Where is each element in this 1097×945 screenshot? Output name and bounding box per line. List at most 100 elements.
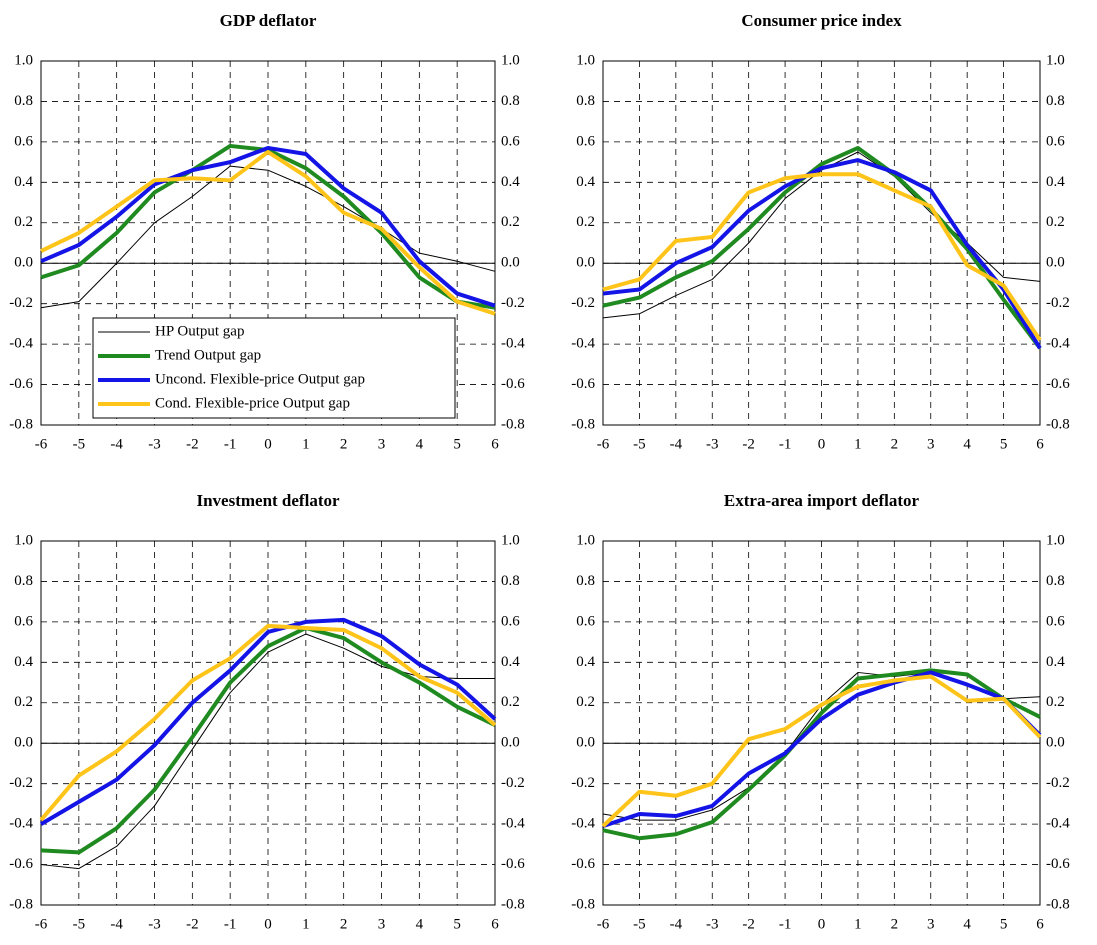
y2-tick-label: -0.2 xyxy=(1046,295,1070,311)
chart-title: Extra-area import deflator xyxy=(724,491,920,510)
x-tick-label: 4 xyxy=(416,436,424,452)
plot-frame xyxy=(40,60,496,426)
y2-tick-label: 0.4 xyxy=(501,654,520,670)
plot-frame xyxy=(602,540,1041,906)
x-tick-label: 5 xyxy=(1000,916,1008,932)
x-tick-label: -2 xyxy=(186,916,199,932)
y2-tick-label: 0.2 xyxy=(1046,694,1065,710)
y2-tick-label: 0.0 xyxy=(501,255,520,271)
y-tick-label: 0.8 xyxy=(14,93,33,109)
y-tick-label: 1.0 xyxy=(14,52,33,68)
y-tick-label: 0.8 xyxy=(14,573,33,589)
y-tick-label: -0.6 xyxy=(9,856,33,872)
x-tick-label: -5 xyxy=(73,916,86,932)
x-tick-label: 1 xyxy=(302,436,310,452)
y2-tick-label: -0.4 xyxy=(1046,336,1070,352)
y-tick-label: 0.6 xyxy=(14,613,33,629)
y-tick-label: -0.8 xyxy=(9,416,33,432)
x-tick-label: -4 xyxy=(670,916,683,932)
y-tick-label: 1.0 xyxy=(14,532,33,548)
y2-tick-label: -0.4 xyxy=(501,336,525,352)
y-tick-label: 0.6 xyxy=(14,133,33,149)
y-tick-label: 0.4 xyxy=(14,174,33,190)
x-tick-label: -1 xyxy=(224,436,237,452)
y2-tick-label: 0.6 xyxy=(1046,133,1065,149)
chart-panel: GDP deflator -0.8 -0.8 -0.6 -0.6 -0.4 -0.4 -0.2… xyxy=(9,11,525,453)
y2-tick-label: -0.8 xyxy=(1046,896,1070,912)
x-tick-label: 4 xyxy=(963,916,971,932)
x-tick-label: 0 xyxy=(264,916,272,932)
x-tick-label: 0 xyxy=(818,916,826,932)
x-tick-label: -2 xyxy=(742,916,755,932)
y-tick-label: 0.2 xyxy=(14,694,33,710)
y2-tick-label: -0.6 xyxy=(501,376,525,392)
y2-tick-label: 0.8 xyxy=(501,573,520,589)
chart-title: GDP deflator xyxy=(220,11,317,30)
y2-tick-label: -0.8 xyxy=(1046,416,1070,432)
y2-tick-label: 0.2 xyxy=(1046,214,1065,230)
series-line xyxy=(39,617,497,826)
x-tick-label: 3 xyxy=(927,436,935,452)
x-tick-label: -6 xyxy=(35,436,48,452)
series-line xyxy=(601,674,1042,828)
y-tick-label: -0.6 xyxy=(9,376,33,392)
y2-tick-label: 1.0 xyxy=(1046,532,1065,548)
x-tick-label: 6 xyxy=(1036,916,1044,932)
x-tick-label: 5 xyxy=(453,436,461,452)
y-tick-label: -0.2 xyxy=(571,775,595,791)
y-tick-label: 1.0 xyxy=(576,532,595,548)
y-tick-label: 0.0 xyxy=(576,735,595,751)
x-tick-label: -1 xyxy=(779,436,792,452)
y2-tick-label: 0.0 xyxy=(1046,255,1065,271)
y-tick-label: 0.4 xyxy=(576,654,595,670)
y-tick-label: 0.0 xyxy=(576,255,595,271)
x-tick-label: 2 xyxy=(340,916,348,932)
y2-tick-label: 0.8 xyxy=(1046,93,1065,109)
y-tick-label: 0.6 xyxy=(576,613,595,629)
series-line xyxy=(602,668,1041,841)
x-tick-label: -2 xyxy=(186,436,199,452)
y2-tick-label: 0.4 xyxy=(1046,654,1065,670)
y2-tick-label: -0.2 xyxy=(501,775,525,791)
y-tick-label: 0.4 xyxy=(14,654,33,670)
y-tick-label: 0.8 xyxy=(576,573,595,589)
y-tick-label: 0.2 xyxy=(576,214,595,230)
legend-label: Uncond. Flexible-price Output gap xyxy=(155,371,365,387)
y-tick-label: -0.6 xyxy=(571,376,595,392)
series-line xyxy=(39,623,497,822)
y-tick-label: -0.8 xyxy=(9,896,33,912)
x-tick-label: 1 xyxy=(854,436,862,452)
y2-tick-label: 0.8 xyxy=(501,93,520,109)
y2-tick-label: -0.6 xyxy=(1046,376,1070,392)
y-tick-label: 0.4 xyxy=(576,174,595,190)
y-tick-label: -0.4 xyxy=(571,816,595,832)
y2-tick-label: 0.8 xyxy=(1046,573,1065,589)
y-tick-label: 0.0 xyxy=(14,255,33,271)
x-tick-label: 1 xyxy=(302,916,310,932)
x-tick-label: 5 xyxy=(453,916,461,932)
y-tick-label: 0.0 xyxy=(14,735,33,751)
x-tick-label: -4 xyxy=(110,436,123,452)
y2-tick-label: 1.0 xyxy=(501,52,520,68)
y2-tick-label: -0.2 xyxy=(501,295,525,311)
y2-tick-label: -0.4 xyxy=(1046,816,1070,832)
series-line xyxy=(40,150,496,316)
y-tick-label: 0.2 xyxy=(576,694,595,710)
y-tick-label: -0.4 xyxy=(571,336,595,352)
y-tick-label: -0.6 xyxy=(571,856,595,872)
x-tick-label: -3 xyxy=(706,916,719,932)
x-tick-label: -6 xyxy=(597,436,610,452)
y2-tick-label: 0.6 xyxy=(501,613,520,629)
y-tick-label: -0.8 xyxy=(571,416,595,432)
x-tick-label: -4 xyxy=(670,436,683,452)
y2-tick-label: 0.2 xyxy=(501,214,520,230)
y2-tick-label: 1.0 xyxy=(1046,52,1065,68)
x-tick-label: 4 xyxy=(416,916,424,932)
legend: HP Output gap Trend Output gap Uncond. Fle… xyxy=(92,317,456,419)
chart-panel: Investment deflator -0.8 -0.8 -0.6 -0.6 -0.4 -… xyxy=(9,491,525,933)
y-tick-label: -0.4 xyxy=(9,816,33,832)
y2-tick-label: 0.0 xyxy=(1046,735,1065,751)
plot-frame xyxy=(602,60,1041,426)
series-line xyxy=(602,172,1042,342)
